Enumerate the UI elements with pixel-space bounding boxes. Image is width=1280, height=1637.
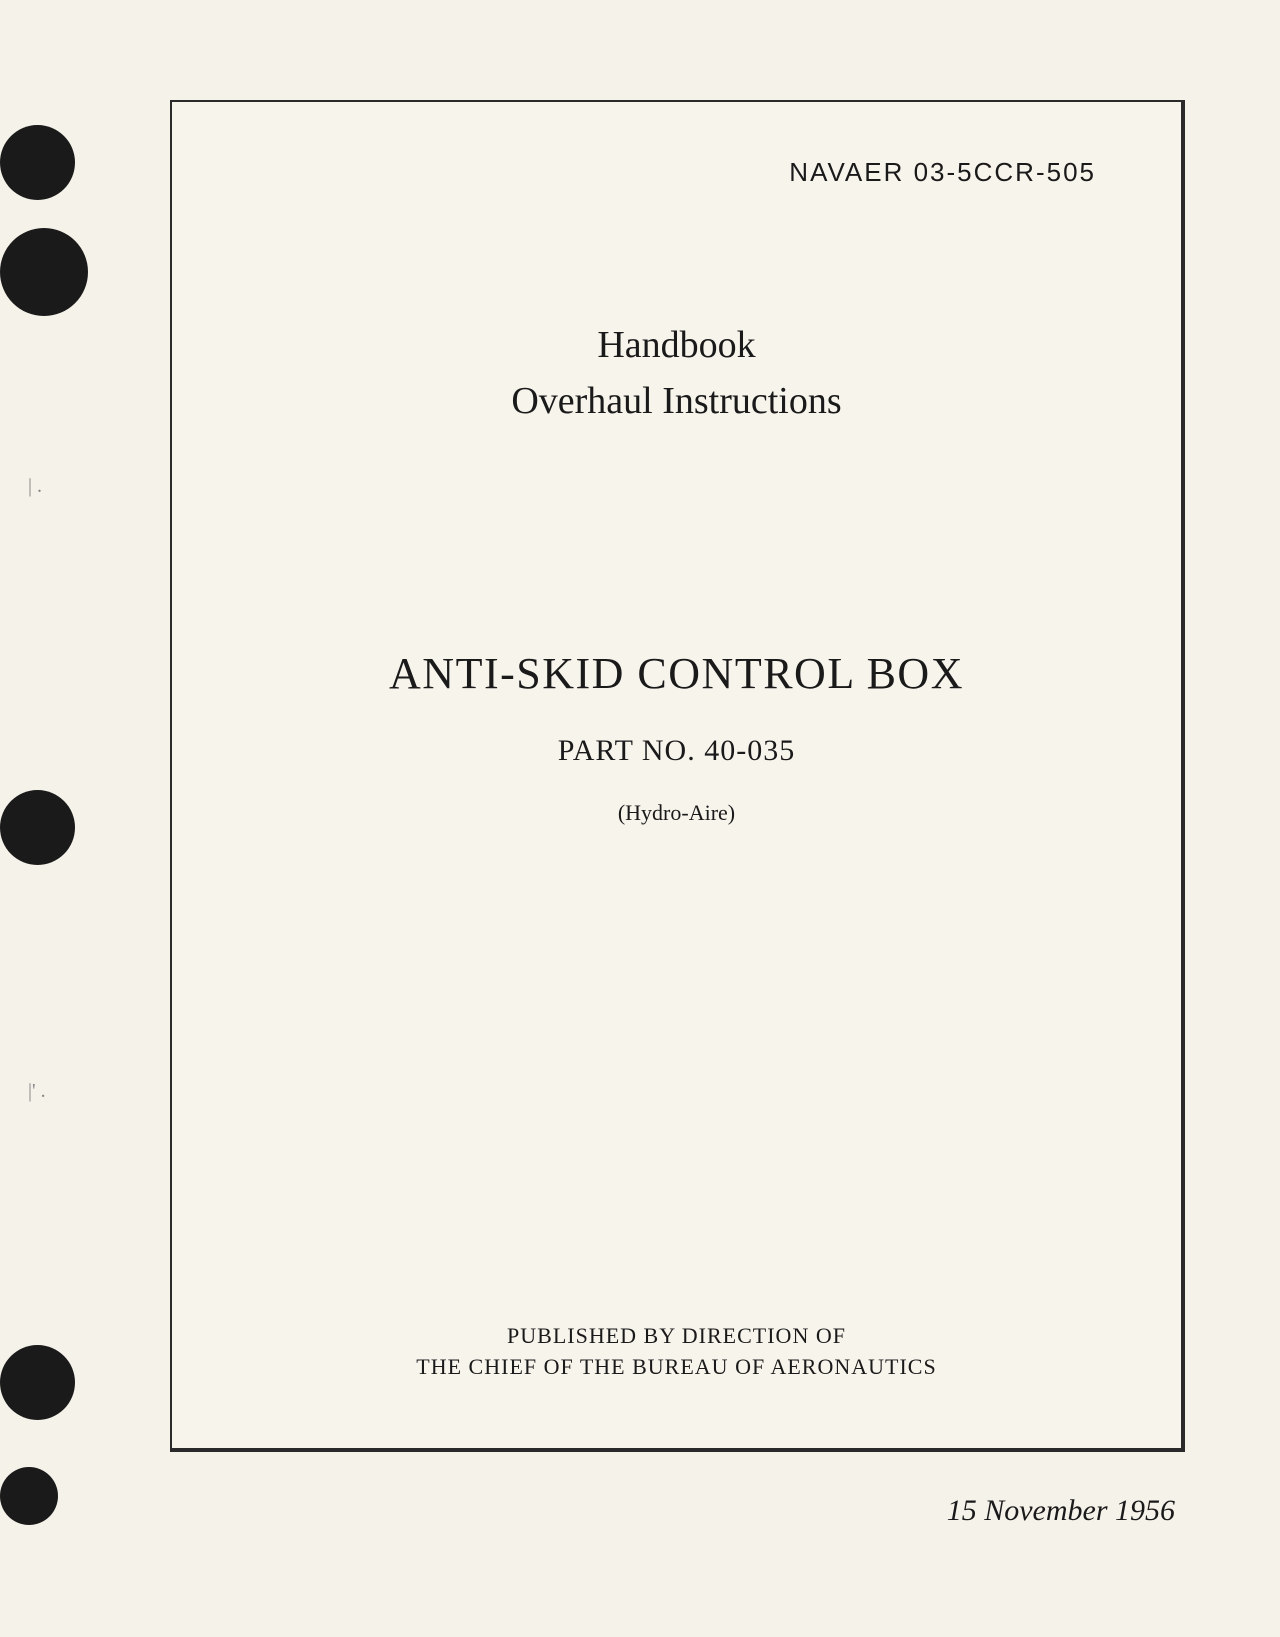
binder-hole [0,1345,75,1420]
manufacturer: (Hydro-Aire) [242,800,1111,826]
content-frame: NAVAER 03-5CCR-505 Handbook Overhaul Ins… [170,100,1185,1452]
publisher-line-2: THE CHIEF OF THE BUREAU OF AERONAUTICS [172,1352,1181,1383]
main-title-section: ANTI-SKID CONTROL BOX PART NO. 40-035 (H… [242,648,1111,826]
document-page: | . |' . NAVAER 03-5CCR-505 Handbook Ove… [0,0,1280,1637]
publication-date: 15 November 1956 [170,1494,1175,1528]
main-title: ANTI-SKID CONTROL BOX [242,648,1111,699]
binder-hole [0,1467,58,1525]
binder-hole [0,790,75,865]
handbook-subtitle: Overhaul Instructions [242,379,1111,423]
binder-hole [0,228,88,316]
part-number: PART NO. 40-035 [242,734,1111,768]
publisher-section: PUBLISHED BY DIRECTION OF THE CHIEF OF T… [172,1321,1181,1383]
publisher-line-1: PUBLISHED BY DIRECTION OF [172,1321,1181,1352]
punch-mark: | . [28,475,42,498]
handbook-header: Handbook Overhaul Instructions [242,323,1111,423]
document-number: NAVAER 03-5CCR-505 [242,157,1096,188]
binder-hole [0,125,75,200]
handbook-title: Handbook [242,323,1111,367]
punch-mark: |' . [28,1080,46,1103]
